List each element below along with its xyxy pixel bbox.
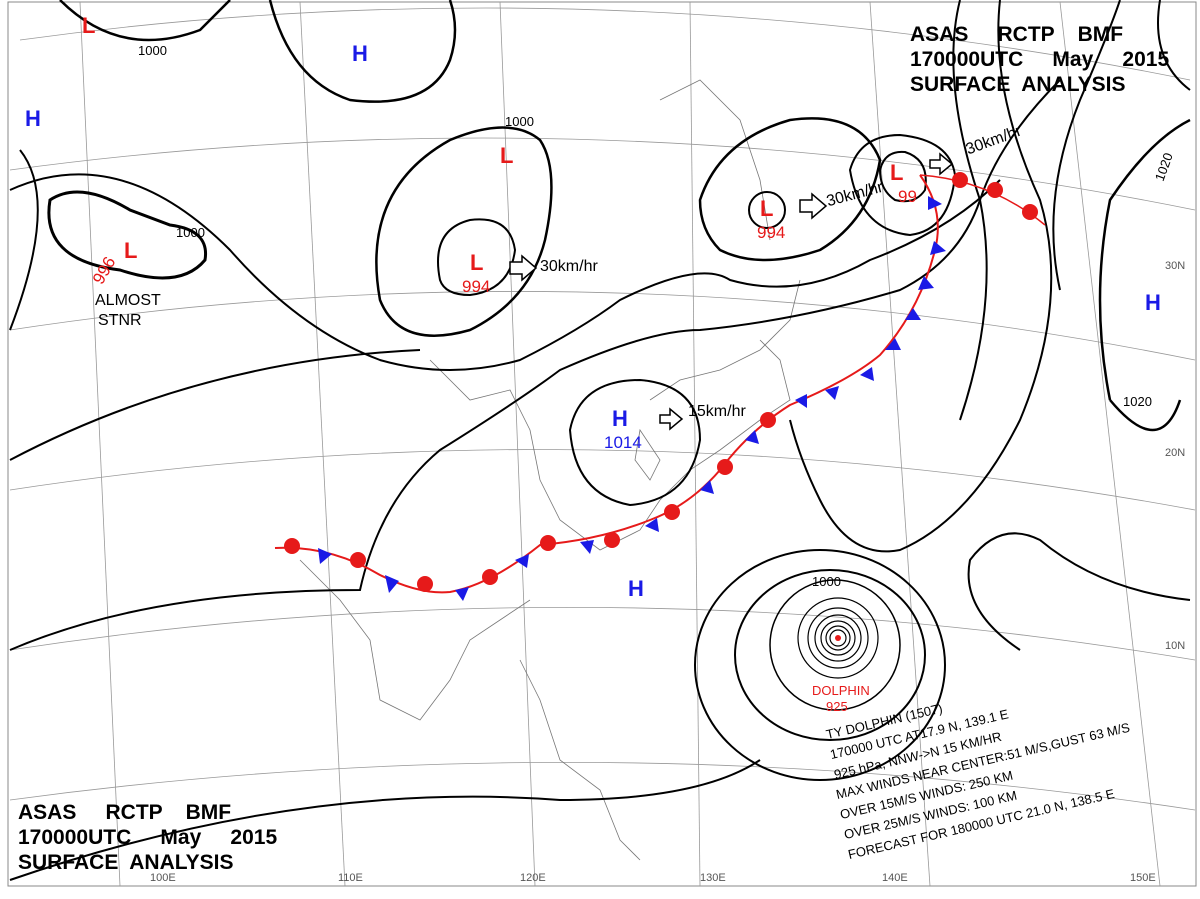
low-note: ALMOST <box>95 292 161 309</box>
typhoon-name: DOLPHIN <box>812 683 870 698</box>
stationary-front <box>274 174 946 601</box>
title-line: 170000UTC May 2015 <box>910 48 1170 71</box>
low-pressure-value: 994 <box>462 277 491 296</box>
isobar-label: 1020 <box>1123 394 1152 409</box>
typhoon-symbol <box>835 635 841 641</box>
longitude-label: 140E <box>882 872 908 884</box>
longitude-label: 100E <box>150 872 176 884</box>
title-line: 170000UTC May 2015 <box>18 826 278 849</box>
high-pressure-value: 1014 <box>604 433 642 452</box>
title-line: ASAS RCTP BMF <box>18 801 232 824</box>
high-center: H <box>25 106 41 131</box>
latitude-label: 30N <box>1165 260 1186 272</box>
title-block-top: ASAS RCTP BMF 170000UTC May 2015 SURFACE A… <box>910 22 1169 97</box>
title-line: ASAS RCTP BMF <box>910 23 1124 46</box>
latitude-label: 20N <box>1165 447 1186 459</box>
longitude-label: 120E <box>520 872 546 884</box>
high-center: H <box>352 41 368 66</box>
longitude-label: 110E <box>338 872 363 884</box>
latitude-label: 10N <box>1165 640 1186 652</box>
title-line: SURFACE ANALYSIS <box>910 73 1126 96</box>
high-center: H <box>1145 290 1161 315</box>
graticule <box>9 1 1196 887</box>
low-center: L <box>890 160 904 185</box>
isobars <box>9 0 1191 881</box>
low-note: STNR <box>98 312 142 329</box>
northern-warm-front <box>919 172 1046 226</box>
low-pressure-value: 994 <box>757 223 786 242</box>
title-block-bottom: ASAS RCTP BMF 170000UTC May 2015 SURFACE A… <box>18 800 277 875</box>
isobar-label: 1000 <box>176 225 205 240</box>
low-pressure-value: 99 <box>898 187 917 206</box>
low-center: L <box>470 250 484 275</box>
typhoon-pressure: 925 <box>826 699 848 714</box>
coastlines <box>299 79 801 861</box>
cold-front-triangles <box>318 196 946 601</box>
warm-front-semicircles <box>284 412 776 592</box>
isobar-label: 1000 <box>138 43 167 58</box>
low-center: L <box>82 13 96 38</box>
title-line: SURFACE ANALYSIS <box>18 851 234 874</box>
isobar-label: 1000 <box>505 114 534 129</box>
high-center: H <box>612 406 628 431</box>
high-center: H <box>628 576 644 601</box>
isobar-label: 1000 <box>812 574 841 589</box>
movement-speed: 30km/hr <box>540 258 598 275</box>
movement-arrows <box>509 152 954 431</box>
longitude-label: 150E <box>1130 872 1156 884</box>
low-center: L <box>760 196 774 221</box>
low-center: L <box>500 143 514 168</box>
map-border <box>7 1 1197 887</box>
longitude-label: 130E <box>700 872 726 884</box>
low-center: L <box>124 238 138 263</box>
movement-speed: 15km/hr <box>688 403 746 420</box>
